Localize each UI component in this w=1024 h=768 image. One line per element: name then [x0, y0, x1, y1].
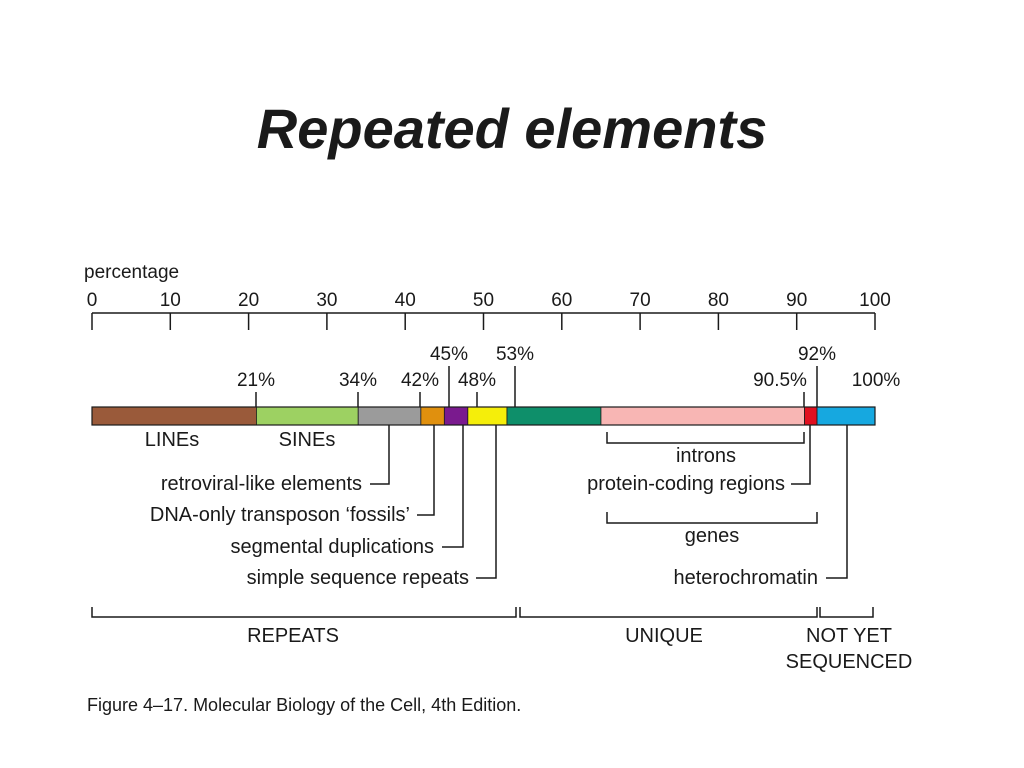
- dna-only-label: DNA-only transposon ‘fossils’: [150, 504, 410, 526]
- unique-bracket: [519, 607, 818, 618]
- axis-tick-label: 100: [859, 290, 891, 311]
- sequenced-label: SEQUENCED: [786, 651, 913, 673]
- bar-segment-0: [91, 406, 257, 426]
- composition-bar: [91, 406, 876, 426]
- unique-callouts: introns protein-coding regions genes het…: [587, 425, 848, 589]
- group-brackets: REPEATS UNIQUE NOT YET SEQUENCED: [91, 607, 913, 673]
- introns-bracket: [606, 432, 805, 444]
- genes-label: genes: [685, 525, 740, 547]
- boundary-label-53: 53%: [496, 344, 534, 365]
- percentage-axis: percentage 0 10 20 30 40 50 60 70 80 90 100: [84, 262, 891, 330]
- simple-repeats-label: simple sequence repeats: [247, 567, 469, 589]
- axis-tick-label: 30: [316, 290, 337, 311]
- boundary-label-21: 21%: [237, 370, 275, 391]
- retroviral-leader: [370, 425, 390, 485]
- unique-label: UNIQUE: [625, 625, 703, 647]
- axis-label: percentage: [84, 262, 179, 283]
- lines-label: LINEs: [145, 429, 199, 451]
- boundary-label-90-5: 90.5%: [753, 370, 807, 391]
- sines-label: SINEs: [279, 429, 336, 451]
- genes-bracket: [606, 512, 818, 524]
- axis-tick-label: 0: [87, 290, 98, 311]
- boundary-label-42: 42%: [401, 370, 439, 391]
- segmental-leader: [442, 425, 464, 548]
- bar-segment-8: [804, 406, 818, 426]
- bar-segment-5: [467, 406, 508, 426]
- bar-segment-4: [443, 406, 469, 426]
- retroviral-label: retroviral-like elements: [161, 473, 362, 495]
- axis-tick-label: 50: [473, 290, 494, 311]
- slide-title: Repeated elements: [256, 97, 768, 160]
- protein-coding-label: protein-coding regions: [587, 473, 785, 495]
- repeats-label: REPEATS: [247, 625, 339, 647]
- axis-ticks: 0 10 20 30 40 50 60 70 80 90 100: [87, 290, 891, 330]
- bar-segment-3: [420, 406, 445, 426]
- axis-tick-label: 90: [786, 290, 807, 311]
- simple-repeats-leader: [476, 425, 497, 579]
- boundary-label-45: 45%: [430, 344, 468, 365]
- dna-only-leader: [417, 425, 435, 516]
- bar-segment-6: [506, 406, 602, 426]
- boundary-label-34: 34%: [339, 370, 377, 391]
- axis-tick-label: 70: [630, 290, 651, 311]
- bar-segment-9: [816, 406, 876, 426]
- figure-caption: Figure 4–17. Molecular Biology of the Ce…: [87, 695, 521, 715]
- heterochromatin-leader: [826, 425, 848, 579]
- bar-segment-1: [256, 406, 359, 426]
- bar-segment-7: [600, 406, 805, 426]
- introns-label: introns: [676, 445, 736, 467]
- axis-tick-label: 40: [395, 290, 416, 311]
- heterochromatin-label: heterochromatin: [673, 567, 818, 589]
- repeats-bracket: [91, 607, 517, 618]
- axis-tick-label: 20: [238, 290, 259, 311]
- boundary-label-100: 100%: [852, 370, 901, 391]
- bar-outline: [91, 406, 876, 426]
- not-yet-bracket: [819, 607, 874, 618]
- axis-tick-label: 80: [708, 290, 729, 311]
- boundary-labels: 21% 34% 42% 45% 48% 53% 90.5% 92% 100%: [237, 344, 900, 407]
- repeat-callouts: retroviral-like elements DNA-only transp…: [150, 425, 497, 589]
- axis-tick-label: 10: [160, 290, 181, 311]
- segmental-label: segmental duplications: [231, 536, 434, 558]
- boundary-label-92: 92%: [798, 344, 836, 365]
- axis-tick-label: 60: [551, 290, 572, 311]
- boundary-label-48: 48%: [458, 370, 496, 391]
- bar-segment-2: [357, 406, 422, 426]
- not-yet-label: NOT YET: [806, 625, 892, 647]
- protein-coding-leader: [791, 425, 811, 485]
